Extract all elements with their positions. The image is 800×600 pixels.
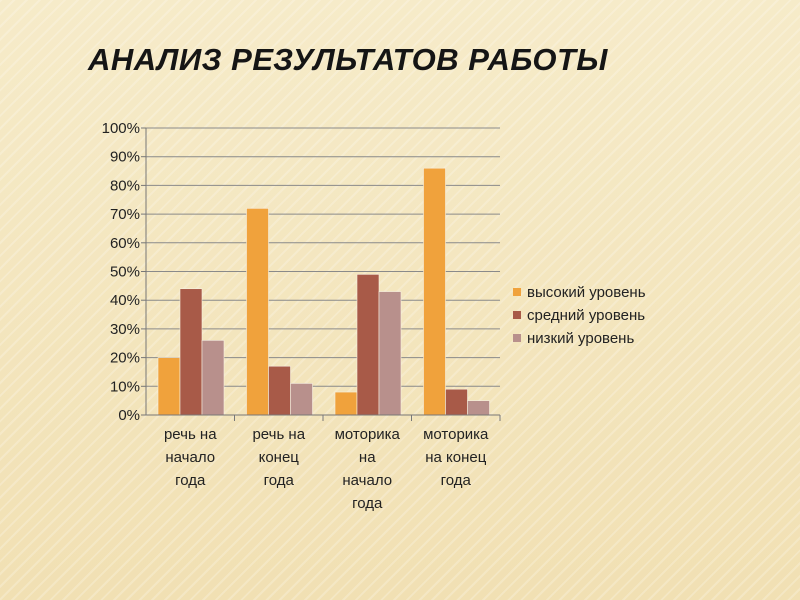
x-axis-categories: речь на начало года речь на конец года моторик…: [164, 426, 489, 512]
bars: [157, 167, 490, 416]
y-tick-label: 70%: [110, 206, 140, 223]
x-category-label: моторика на конец года: [423, 426, 489, 489]
x-category-label: речь на конец года: [252, 426, 305, 489]
bar: [179, 288, 203, 416]
bar: [157, 357, 181, 416]
legend-swatch: [513, 334, 521, 342]
legend: высокий уровень средний уровень низкий уро…: [513, 284, 646, 347]
bar: [356, 274, 380, 416]
legend-swatch: [513, 311, 521, 319]
y-tick-label: 10%: [110, 378, 140, 395]
legend-label: низкий уровень: [527, 330, 634, 347]
y-tick-label: 50%: [110, 264, 140, 281]
bar: [268, 365, 291, 416]
y-tick-label: 20%: [110, 350, 140, 367]
y-tick-label: 100%: [102, 120, 140, 137]
bar: [334, 391, 358, 416]
bar: [378, 291, 402, 416]
y-tick-label: 90%: [110, 149, 140, 166]
y-tick-label: 30%: [110, 321, 140, 338]
bar: [201, 340, 225, 416]
bar: [445, 388, 468, 416]
y-tick-label: 80%: [110, 177, 140, 194]
legend-swatch: [513, 288, 521, 296]
slide-title: АНАЛИЗ РЕЗУЛЬТАТОВ РАБОТЫ: [88, 42, 608, 77]
bar: [246, 208, 269, 416]
y-tick-label: 60%: [110, 235, 140, 252]
bar: [467, 400, 490, 416]
x-category-label: речь на начало года: [164, 426, 217, 489]
y-tick-label: 0%: [118, 407, 140, 424]
bar: [290, 383, 313, 416]
bar: [423, 167, 446, 416]
y-axis-ticks: 0% 10% 20% 30% 40% 50% 60% 70% 80% 90% 100%: [102, 120, 146, 424]
legend-label: средний уровень: [527, 307, 645, 324]
x-category-label: моторика на начало года: [335, 426, 401, 512]
legend-label: высокий уровень: [527, 284, 646, 301]
y-tick-label: 40%: [110, 292, 140, 309]
